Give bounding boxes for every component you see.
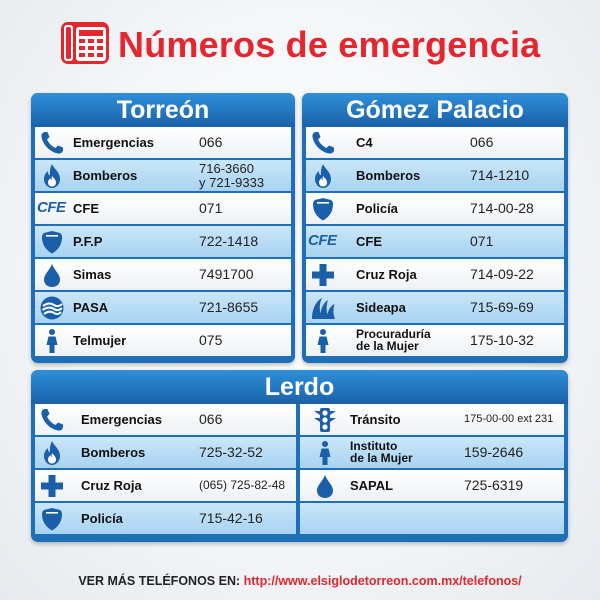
footer: VER MÁS TELÉFONOS EN: http://www.elsiglo… — [0, 574, 600, 588]
woman-icon — [310, 328, 336, 354]
list-item: Bomberos 725-32-52 — [35, 437, 296, 468]
red-cross-icon — [310, 262, 336, 288]
list-item-empty — [300, 503, 564, 534]
entry-number: 725-32-52 — [199, 444, 263, 460]
footer-link[interactable]: http://www.elsiglodetorreon.com.mx/telef… — [243, 574, 522, 588]
entry-number: 715-42-16 — [199, 510, 263, 526]
list-item: Cruz Roja (065) 725-82-48 — [35, 470, 296, 501]
sideapa-logo-icon — [310, 295, 336, 321]
panel-title: Gómez Palacio — [302, 93, 568, 127]
torreon-panel: Torreón Emergencias 066 Bomberos 716-366… — [31, 93, 295, 363]
phone-icon — [310, 130, 336, 156]
list-item: Policía 715-42-16 — [35, 503, 296, 534]
traffic-light-icon — [312, 407, 338, 433]
entry-name: Telmujer — [73, 333, 127, 348]
footer-label: VER MÁS TELÉFONOS EN: — [78, 574, 241, 588]
entry-number: 066 — [470, 134, 494, 150]
entry-number: 714-00-28 — [470, 200, 534, 216]
cfe-logo: CFE — [308, 232, 337, 249]
entry-name: Emergencias — [81, 412, 162, 427]
entry-name: PASA — [73, 300, 109, 315]
entry-name: P.F.P — [73, 234, 103, 249]
list-item: Telmujer 075 — [35, 325, 291, 356]
entry-name: Bomberos — [356, 168, 421, 183]
entry-number: 715-69-69 — [470, 299, 534, 315]
entry-name: Procuraduría de la Mujer — [356, 327, 431, 353]
lerdo-panel: Lerdo Emergencias 066 Bomberos 725-32-52… — [31, 370, 568, 542]
entry-number: 7491700 — [199, 266, 254, 282]
phone-icon — [39, 130, 65, 156]
list-item: C4 066 — [306, 127, 564, 158]
entry-number: 066 — [199, 134, 223, 150]
entry-number: 175-00-00 ext 231 — [464, 413, 554, 425]
page-title: Números de emergencia — [118, 24, 541, 65]
list-item: Policía 714-00-28 — [306, 193, 564, 224]
entry-number: 066 — [199, 411, 223, 427]
entry-number: 075 — [199, 332, 223, 348]
water-drop-icon — [39, 262, 65, 288]
pasa-logo-icon — [39, 295, 65, 321]
list-item: P.F.P 722-1418 — [35, 226, 291, 257]
entry-name: Policía — [81, 511, 123, 526]
telephone-icon — [61, 22, 109, 64]
entry-name: Cruz Roja — [356, 267, 417, 282]
entry-name: Emergencias — [73, 135, 154, 150]
entry-name: SAPAL — [350, 478, 394, 493]
list-item: PASA 721-8655 — [35, 292, 291, 323]
fire-icon — [39, 440, 65, 466]
entry-name: Bomberos — [81, 445, 146, 460]
list-item: Emergencias 066 — [35, 404, 296, 435]
entry-name: Sideapa — [356, 300, 406, 315]
red-cross-icon — [39, 473, 65, 499]
entry-number: 725-6319 — [464, 477, 524, 493]
list-item: Bomberos 714-1210 — [306, 160, 564, 191]
entry-name: Cruz Roja — [81, 478, 142, 493]
entry-number: 721-8655 — [199, 299, 259, 315]
list-item: Instituto de la Mujer 159-2646 — [300, 437, 564, 468]
phone-icon — [39, 407, 65, 433]
entry-name: CFE — [356, 234, 382, 249]
entry-name: CFE — [73, 201, 99, 216]
gomez-palacio-panel: Gómez Palacio C4 066 Bomberos 714-1210 P… — [302, 93, 568, 363]
entry-number: 714-1210 — [470, 167, 530, 183]
list-item: CFE CFE 071 — [35, 193, 291, 224]
cfe-logo: CFE — [37, 199, 66, 216]
entry-number: 071 — [199, 200, 223, 216]
entry-number: 175-10-32 — [470, 332, 534, 348]
police-shield-icon — [310, 196, 336, 222]
list-item: Tránsito 175-00-00 ext 231 — [300, 404, 564, 435]
list-item: SAPAL 725-6319 — [300, 470, 564, 501]
list-item: Bomberos 716-3660 y 721-9333 — [35, 160, 291, 191]
woman-icon — [312, 440, 338, 466]
panel-title: Lerdo — [31, 370, 568, 404]
entry-number: 716-3660 y 721-9333 — [199, 161, 265, 190]
list-item: Sideapa 715-69-69 — [306, 292, 564, 323]
entry-number: 071 — [470, 233, 494, 249]
list-item: Simas 7491700 — [35, 259, 291, 290]
woman-icon — [39, 328, 65, 354]
entry-number: 722-1418 — [199, 233, 259, 249]
entry-number: 714-09-22 — [470, 266, 534, 282]
list-item: CFE CFE 071 — [306, 226, 564, 257]
entry-number: (065) 725-82-48 — [199, 478, 286, 492]
entry-name: Tránsito — [350, 412, 401, 427]
police-shield-icon — [39, 229, 65, 255]
list-item: Emergencias 066 — [35, 127, 291, 158]
entry-name: Policía — [356, 201, 398, 216]
fire-icon — [310, 163, 336, 189]
entry-name: Simas — [73, 267, 112, 282]
panel-title: Torreón — [31, 93, 295, 127]
entry-name: C4 — [356, 135, 373, 150]
entry-name: Bomberos — [73, 168, 138, 183]
list-item: Procuraduría de la Mujer 175-10-32 — [306, 325, 564, 356]
header: Números de emergencia — [60, 14, 560, 74]
water-drop-icon — [312, 473, 338, 499]
entry-number: 159-2646 — [464, 444, 524, 460]
list-item: Cruz Roja 714-09-22 — [306, 259, 564, 290]
police-shield-icon — [39, 506, 65, 532]
entry-name: Instituto de la Mujer — [350, 439, 413, 465]
fire-icon — [39, 163, 65, 189]
